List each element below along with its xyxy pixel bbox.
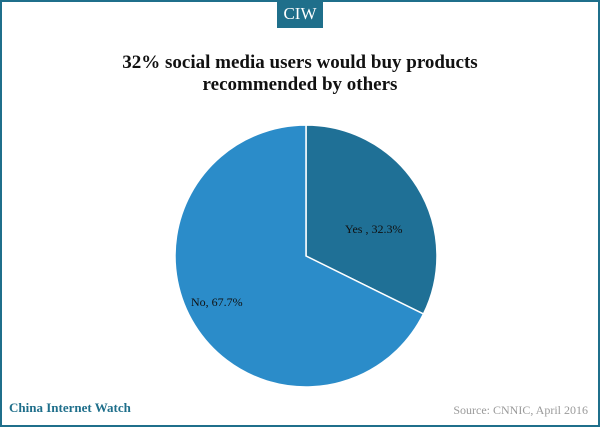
pie-label-no: No, 67.7%: [191, 295, 243, 309]
ciw-logo: CIW: [277, 0, 323, 28]
chart-title-line-1: 32% social media users would buy product…: [122, 52, 478, 73]
pie-label-yes: Yes , 32.3%: [345, 222, 402, 236]
footer-source: Source: CNNIC, April 2016: [453, 403, 588, 417]
chart-title-line-2: recommended by others: [202, 74, 398, 95]
chart-title: 32% social media users would buy product…: [0, 52, 600, 96]
footer-brand: China Internet Watch: [9, 400, 131, 415]
pie-slice-no: [174, 124, 425, 388]
pie-slice-yes: [305, 124, 438, 316]
